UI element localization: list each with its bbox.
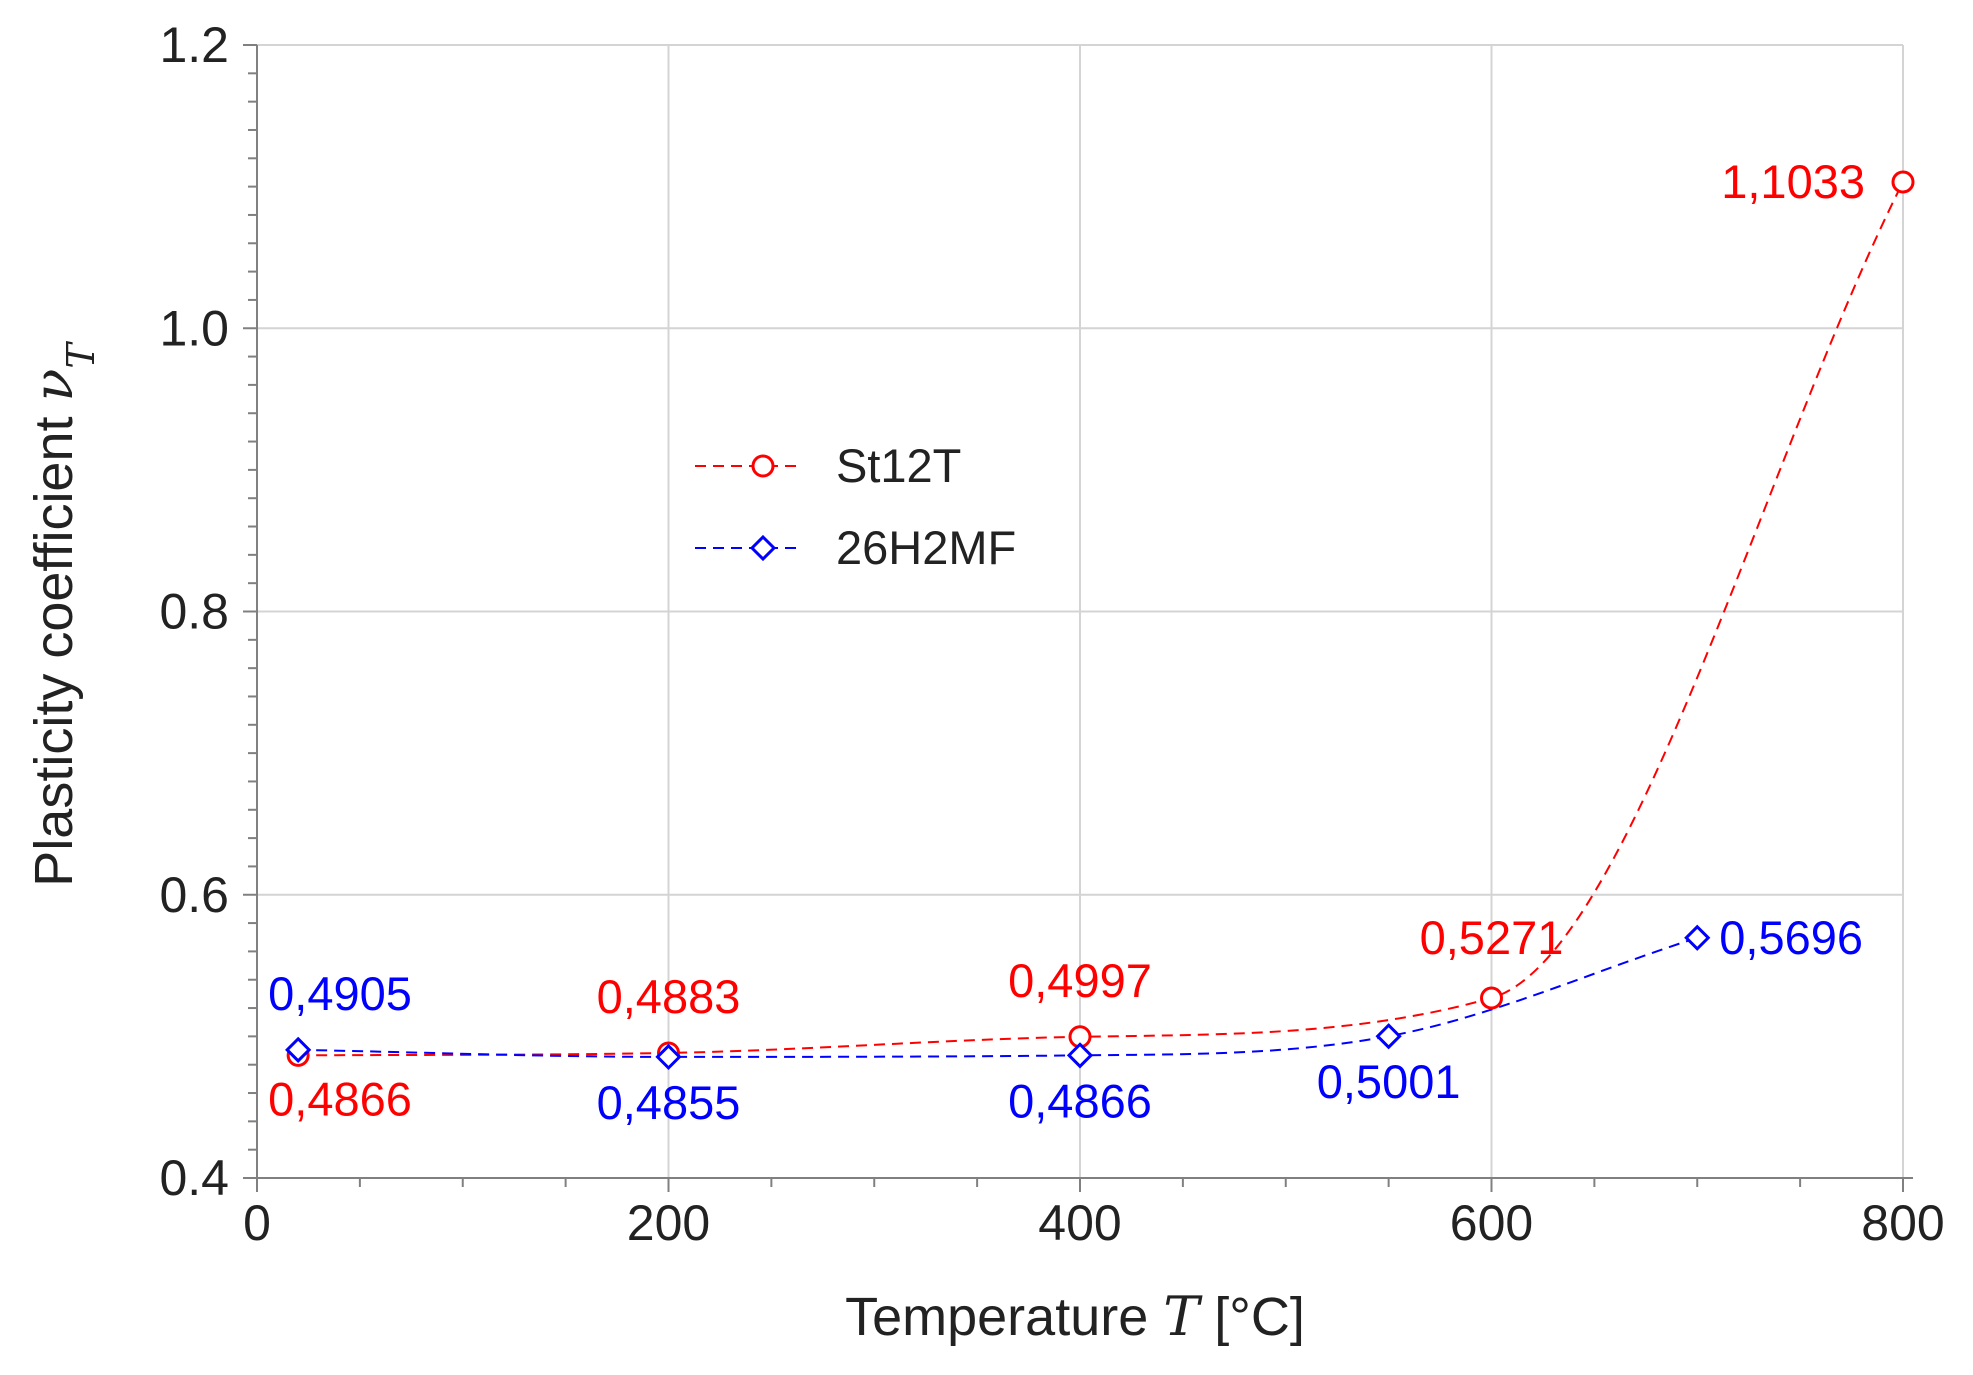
data-label-26h2mf: 0,4866 xyxy=(1008,1074,1152,1127)
data-label-26h2mf: 0,4855 xyxy=(597,1076,741,1129)
legend: St12T 26H2MF xyxy=(695,439,1016,574)
y-tick-label: 1.2 xyxy=(159,17,229,73)
legend-marker-26h2mf xyxy=(749,534,777,562)
x-tick-label: 0 xyxy=(243,1195,271,1251)
series-curves xyxy=(298,181,1904,1058)
y-tick-label: 1.0 xyxy=(159,300,229,356)
axes: 0 200 400 600 800 0.4 0.6 0.8 1.0 1.2 xyxy=(159,17,1944,1251)
data-label-st12t: 0,5271 xyxy=(1420,911,1564,964)
x-tick-label: 400 xyxy=(1038,1195,1121,1251)
y-tick-label: 0.6 xyxy=(159,867,229,923)
data-labels: 0,4866 0,4883 0,4997 0,5271 1,1033 0,4905 0,48… xyxy=(268,155,1865,1129)
y-axis-title: Plasticity coefficient νT xyxy=(22,341,103,887)
data-label-26h2mf: 0,5001 xyxy=(1317,1055,1461,1108)
legend-marker-st12t xyxy=(751,454,775,478)
x-axis-title-prefix: Temperature xyxy=(845,1287,1163,1347)
point-26h2mf xyxy=(1684,924,1711,951)
point-26h2mf xyxy=(1066,1042,1094,1069)
point-26h2mf xyxy=(655,1043,682,1071)
point-26h2mf xyxy=(285,1036,312,1063)
y-tick-label: 0.4 xyxy=(159,1150,229,1206)
series-markers xyxy=(285,170,1915,1071)
x-tick-label: 600 xyxy=(1450,1195,1533,1251)
y-axis-title-subscript: T xyxy=(59,341,103,369)
data-label-st12t: 1,1033 xyxy=(1721,155,1865,208)
series-line-26h2mf xyxy=(298,936,1698,1058)
point-26h2mf xyxy=(1375,1023,1402,1050)
series-line-st12t xyxy=(298,181,1904,1057)
y-tick-label: 0.8 xyxy=(159,584,229,640)
legend-label-26h2mf: 26H2MF xyxy=(836,521,1016,574)
x-axis-title: Temperature T [°C] xyxy=(845,1285,1305,1348)
point-st12t xyxy=(1891,170,1915,194)
data-label-26h2mf: 0,4905 xyxy=(268,967,412,1020)
data-label-st12t: 0,4866 xyxy=(268,1072,412,1125)
x-axis-title-symbol: T xyxy=(1163,1285,1203,1348)
legend-label-st12t: St12T xyxy=(836,439,961,492)
data-label-26h2mf: 0,5696 xyxy=(1719,911,1863,964)
y-axis-title-symbol: ν xyxy=(22,369,85,402)
x-tick-label: 200 xyxy=(627,1195,710,1251)
data-label-st12t: 0,4883 xyxy=(597,970,741,1023)
x-axis-title-suffix: [°C] xyxy=(1199,1287,1305,1347)
y-axis-title-prefix: Plasticity coefficient xyxy=(24,401,84,886)
x-tick-label: 800 xyxy=(1861,1195,1944,1251)
point-st12t xyxy=(1480,986,1503,1010)
data-label-st12t: 0,4997 xyxy=(1008,954,1152,1007)
